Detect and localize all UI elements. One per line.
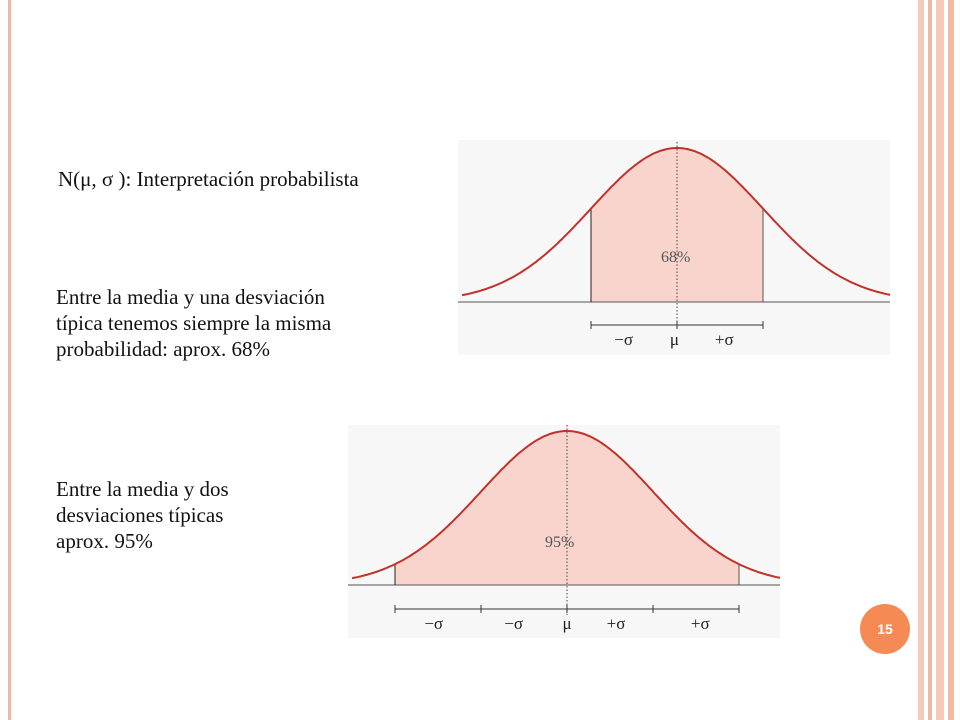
chart-68-svg: 68% −σ μ +σ	[458, 142, 890, 349]
paragraph-two-sigma: Entre la media y dos desviaciones típica…	[56, 477, 229, 553]
sigma-tick-label: μ	[562, 614, 571, 633]
slide-title: N(μ, σ ): Interpretación probabilista	[58, 167, 359, 191]
sigma-tick-label: +σ	[691, 614, 710, 633]
sigma-tick-label: +σ	[607, 614, 626, 633]
sigma-tick-label: −σ	[614, 330, 633, 349]
density-curve	[351, 430, 780, 580]
sigma-tick-label: −σ	[504, 614, 523, 633]
page-number-badge: 15	[860, 604, 910, 654]
sigma-tick-label: +σ	[715, 330, 734, 349]
normal-curve-chart-95: 95% −σ −σ μ +σ +σ	[348, 425, 780, 638]
percent-label: 95%	[545, 534, 574, 551]
sigma-tick-label: μ	[670, 330, 679, 349]
shaded-area	[591, 148, 763, 302]
normal-curve-chart-68: 68% −σ μ +σ	[458, 140, 890, 355]
paragraph-one-sigma: Entre la media y una desviación típica t…	[56, 285, 332, 361]
shaded-area	[395, 431, 739, 585]
chart-95-svg: 95% −σ −σ μ +σ +σ	[348, 425, 780, 633]
left-frame-line	[8, 0, 11, 720]
sigma-tick-label: −σ	[424, 614, 443, 633]
percent-label: 68%	[661, 249, 690, 266]
page-number: 15	[877, 621, 893, 637]
density-curve	[461, 147, 890, 297]
